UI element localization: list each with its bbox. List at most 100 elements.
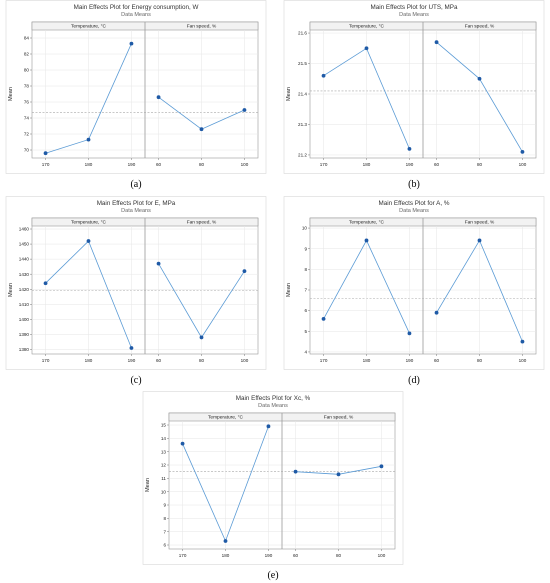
data-point — [434, 40, 439, 45]
data-point — [86, 239, 91, 243]
data-point — [199, 335, 204, 340]
x-tick-label: 100 — [241, 358, 249, 363]
panel-caption: (c) — [130, 375, 142, 386]
y-tick-label: 21.5 — [298, 61, 307, 66]
y-tick-label: 9 — [304, 246, 307, 251]
panel-caption: (d) — [408, 375, 420, 386]
x-tick-label: 170 — [320, 358, 328, 363]
facet-label: Temperature, °C — [208, 415, 244, 421]
y-axis-label: Mean — [286, 283, 292, 297]
x-tick-label: 170 — [179, 553, 187, 558]
y-tick-label: 21.4 — [298, 92, 307, 97]
data-point — [477, 76, 482, 81]
y-tick-label: 7 — [163, 529, 166, 534]
y-tick-label: 15 — [161, 423, 167, 428]
facet-label: Fan speed, % — [324, 415, 354, 421]
chart-title: Main Effects Plot for Energy consumption… — [74, 4, 199, 11]
x-tick-label: 60 — [434, 358, 440, 363]
y-tick-label: 6 — [163, 543, 166, 548]
facet-label: Fan speed, % — [465, 220, 495, 226]
data-point — [199, 127, 204, 132]
y-tick-label: 8 — [163, 516, 166, 521]
data-point — [242, 108, 247, 112]
panel-caption: (a) — [130, 179, 142, 190]
y-tick-label: 1400 — [19, 317, 30, 322]
x-tick-label: 80 — [199, 358, 205, 363]
x-tick-label: 190 — [265, 553, 273, 558]
data-point — [407, 146, 412, 151]
facet-label: Fan speed, % — [187, 24, 217, 30]
chart-svg: Main Effects Plot for A, %Data Means 4 5 6 7… — [283, 196, 545, 370]
y-tick-label: 70 — [24, 148, 30, 153]
y-tick-label: 21.2 — [298, 153, 307, 158]
data-point — [407, 331, 412, 336]
chart-title: Main Effects Plot for A, % — [379, 200, 450, 207]
y-tick-label: 1460 — [19, 227, 30, 232]
y-tick-label: 1430 — [19, 272, 30, 277]
data-point — [520, 339, 525, 344]
facet-label: Fan speed, % — [465, 24, 495, 30]
y-tick-label: 10 — [302, 226, 308, 231]
x-tick-label: 180 — [85, 358, 93, 363]
y-tick-label: 21.6 — [298, 31, 307, 36]
data-point — [379, 464, 384, 469]
y-tick-label: 13 — [161, 449, 167, 454]
data-point — [266, 424, 271, 429]
y-tick-label: 1380 — [19, 347, 30, 352]
x-tick-label: 80 — [336, 553, 342, 558]
y-tick-label: 6 — [304, 308, 307, 313]
chart-panel-a: Main Effects Plot for Energy consumption… — [0, 0, 272, 192]
x-tick-label: 80 — [477, 358, 483, 363]
y-tick-label: 10 — [161, 489, 167, 494]
data-point — [43, 151, 48, 156]
x-tick-label: 60 — [156, 358, 162, 363]
chart-panel-d: Main Effects Plot for A, % Data Means 4 5 6 7… — [278, 196, 550, 388]
data-point — [129, 346, 134, 350]
chart-subtitle: Data Means — [121, 12, 151, 18]
data-point — [242, 269, 247, 274]
data-point — [477, 238, 482, 243]
chart-subtitle: Data Means — [399, 208, 429, 214]
data-point — [434, 310, 439, 315]
y-tick-label: 5 — [304, 329, 307, 334]
facet-label: Temperature, °C — [71, 220, 107, 226]
chart-panel-e: Main Effects Plot for Xc, % Data Means 6 7 8… — [137, 391, 409, 583]
chart-title: Main Effects Plot for E, MPa — [97, 200, 176, 207]
y-tick-label: 1450 — [19, 242, 30, 247]
x-tick-label: 100 — [519, 358, 527, 363]
data-point — [180, 441, 185, 446]
data-point — [364, 46, 369, 51]
x-tick-label: 190 — [406, 358, 414, 363]
y-tick-label: 1410 — [19, 302, 30, 307]
x-tick-label: 60 — [156, 162, 162, 167]
x-tick-label: 170 — [320, 162, 328, 167]
y-tick-label: 72 — [24, 132, 30, 137]
facet-label: Fan speed, % — [187, 220, 217, 226]
y-tick-label: 12 — [161, 463, 167, 468]
facet-label: Temperature, °C — [71, 24, 107, 30]
panel-caption: (b) — [408, 179, 420, 190]
y-tick-label: 1420 — [19, 287, 30, 292]
x-tick-label: 180 — [363, 162, 371, 167]
chart-svg: Main Effects Plot for Xc, %Data Means 6 7 8… — [142, 391, 404, 565]
y-tick-label: 80 — [24, 68, 30, 73]
chart-title: Main Effects Plot for UTS, MPa — [370, 4, 458, 11]
x-tick-label: 190 — [406, 162, 414, 167]
data-point — [293, 469, 298, 474]
x-tick-label: 180 — [363, 358, 371, 363]
x-tick-label: 80 — [477, 162, 483, 167]
chart-svg: Main Effects Plot for Energy consumption… — [5, 0, 267, 174]
data-point — [156, 261, 161, 266]
x-tick-label: 170 — [42, 162, 50, 167]
chart-panel-b: Main Effects Plot for UTS, MPa Data Means… — [278, 0, 550, 192]
y-tick-label: 14 — [161, 436, 167, 441]
chart-subtitle: Data Means — [121, 208, 151, 214]
chart-subtitle: Data Means — [258, 403, 288, 409]
y-tick-label: 78 — [24, 84, 30, 89]
facet-label: Temperature, °C — [349, 220, 385, 226]
data-point — [43, 281, 48, 286]
x-tick-label: 190 — [128, 358, 136, 363]
x-tick-label: 180 — [222, 553, 230, 558]
data-point — [321, 317, 326, 321]
